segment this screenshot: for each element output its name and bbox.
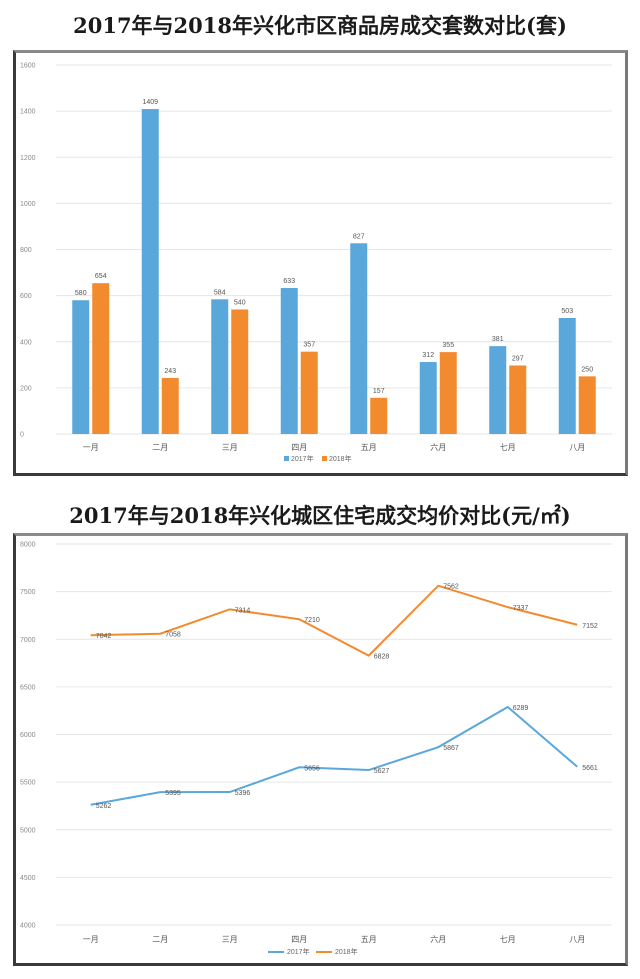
data-label: 5396 [235, 790, 251, 797]
x-tick-label: 四月 [291, 443, 307, 452]
data-label: 357 [303, 342, 315, 349]
bar-2018 [161, 377, 179, 434]
x-tick-label: 一月 [83, 443, 99, 452]
data-label: 243 [164, 368, 176, 375]
x-tick-label: 五月 [361, 443, 377, 452]
x-tick-label: 七月 [500, 443, 516, 452]
data-label: 6289 [513, 705, 529, 712]
data-label: 540 [234, 299, 246, 306]
data-label: 5656 [304, 765, 320, 772]
data-label: 1409 [142, 99, 158, 106]
x-tick-label: 三月 [222, 443, 238, 452]
bar-2018 [92, 283, 110, 434]
line-chart: 4000 4500 5000 5500 6000 6500 7000 7500 8000 一月 二月… [20, 542, 612, 956]
y-tick-label: 7000 [20, 637, 36, 644]
legend-label: 2018年 [329, 454, 352, 463]
x-tick-label: 二月 [152, 443, 168, 452]
legend-label: 2017年 [291, 454, 314, 463]
y-tick-label: 1600 [20, 63, 36, 70]
data-label: 633 [283, 278, 295, 285]
bar-2017 [419, 362, 437, 434]
y-tick-label: 7500 [20, 589, 36, 596]
x-tick-label: 六月 [430, 442, 446, 452]
x-tick-label: 七月 [500, 935, 516, 944]
x-tick-label: 六月 [430, 934, 446, 944]
bar-chart: 0 200 400 600 800 1000 1200 1400 1600 一月 580 654 二月 1… [20, 63, 612, 463]
data-label: 381 [492, 336, 504, 343]
line-chart-frame: 4000 4500 5000 5500 6000 6500 7000 7500 8000 一月 二月… [13, 533, 628, 966]
y-tick-label: 800 [20, 247, 32, 254]
legend-label: 2018年 [335, 947, 358, 956]
data-label: 7337 [513, 605, 529, 612]
x-tick-label: 八月 [569, 935, 585, 944]
line-series-2018 [90, 584, 578, 657]
bar-2018 [300, 351, 318, 434]
data-label: 7042 [96, 633, 112, 640]
bar-2017 [211, 299, 229, 434]
bar-2017 [558, 317, 576, 434]
y-tick-label: 200 [20, 385, 32, 392]
y-tick-label: 6500 [20, 684, 36, 691]
bar-2017 [350, 243, 368, 434]
legend-swatch [322, 456, 327, 461]
data-label: 827 [353, 233, 365, 240]
data-label: 5262 [96, 803, 112, 810]
bar-2017 [141, 109, 159, 434]
line-chart-title: 2017年与2018年兴化城区住宅成交均价对比(元/㎡) [69, 503, 571, 528]
y-tick-label: 5000 [20, 827, 36, 834]
data-label: 5661 [582, 765, 598, 772]
data-label: 7210 [304, 617, 320, 624]
data-label: 7562 [443, 584, 459, 591]
data-label: 157 [373, 388, 385, 395]
data-label: 584 [214, 289, 226, 296]
data-label: 6828 [374, 654, 390, 661]
x-tick-label: 八月 [569, 443, 585, 452]
data-label: 355 [442, 342, 454, 349]
data-label: 7314 [235, 607, 251, 614]
y-tick-label: 5500 [20, 780, 36, 787]
y-tick-label: 4500 [20, 875, 36, 882]
data-label: 297 [512, 356, 524, 363]
bar-chart-frame: 0 200 400 600 800 1000 1200 1400 1600 一月 580 654 二月 1… [13, 50, 628, 476]
y-tick-label: 600 [20, 293, 32, 300]
bar-2018 [578, 376, 596, 434]
bar-2017 [280, 288, 298, 434]
y-tick-label: 1000 [20, 201, 36, 208]
x-tick-label: 二月 [152, 935, 168, 944]
x-tick-label: 三月 [222, 935, 238, 944]
y-tick-label: 1200 [20, 155, 36, 162]
y-tick-label: 8000 [20, 542, 36, 549]
y-tick-label: 0 [20, 432, 24, 439]
bar-2018 [370, 397, 388, 434]
x-tick-label: 一月 [83, 935, 99, 944]
legend-label: 2017年 [287, 947, 310, 956]
data-label: 250 [581, 366, 593, 373]
data-label: 654 [95, 273, 107, 280]
bar-2018 [439, 352, 457, 434]
data-label: 5395 [165, 790, 181, 797]
y-tick-label: 1400 [20, 109, 36, 116]
x-tick-label: 四月 [291, 935, 307, 944]
data-label: 5867 [443, 745, 459, 752]
data-label: 7152 [582, 623, 598, 630]
y-tick-label: 400 [20, 339, 32, 346]
data-label: 580 [75, 290, 87, 297]
bar-2018 [231, 309, 249, 434]
legend-swatch [284, 456, 289, 461]
data-label: 7058 [165, 632, 181, 639]
y-tick-label: 6000 [20, 732, 36, 739]
bar-2017 [489, 346, 507, 434]
line-series-2017 [90, 705, 578, 806]
x-tick-label: 五月 [361, 935, 377, 944]
bar-2017 [72, 300, 90, 434]
data-label: 503 [561, 308, 573, 315]
bar-2018 [509, 365, 527, 434]
data-label: 312 [422, 352, 434, 359]
bar-chart-title: 2017年与2018年兴化市区商品房成交套数对比(套) [73, 13, 567, 38]
data-label: 5627 [374, 768, 390, 775]
y-tick-label: 4000 [20, 923, 36, 930]
